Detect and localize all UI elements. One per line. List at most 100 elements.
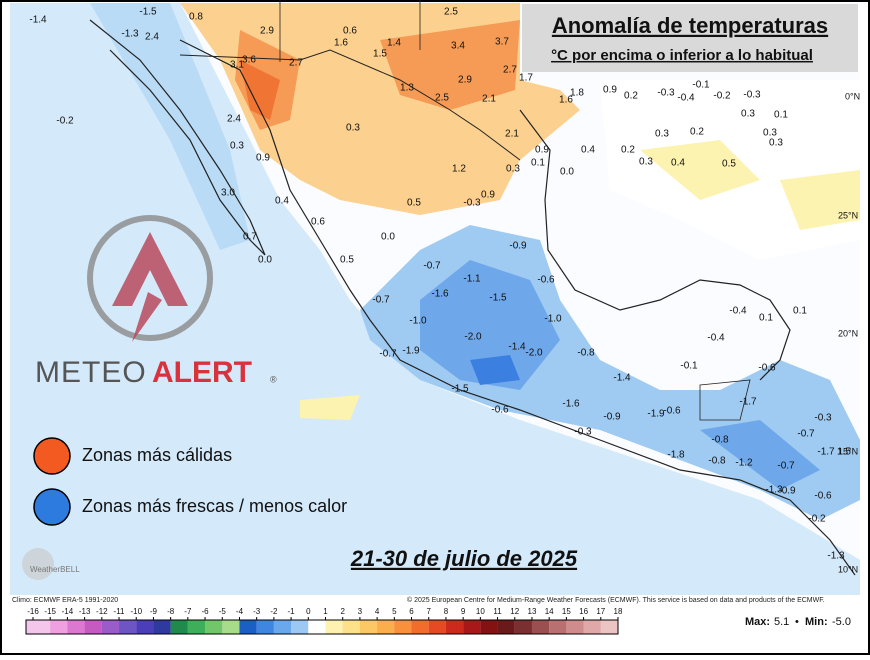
colorbar-cell [308,620,326,634]
colorbar-cell [256,620,274,634]
anomaly-label: -0.1 [692,80,710,91]
logo-text: ALERT [152,356,252,389]
anomaly-label: 0.3 [506,164,520,175]
colorbar-cell [445,620,464,634]
anomaly-label: 1.5 [837,447,851,458]
colorbar-cell [101,620,120,634]
anomaly-label: -0.2 [808,514,826,525]
anomaly-label: -1.6 [431,289,449,300]
colorbar-tick-label: 12 [510,607,519,616]
colorbar-tick-label: 11 [493,607,502,616]
colorbar-cell [119,620,137,634]
map-background [10,3,860,595]
anomaly-label: 0.4 [275,196,289,207]
anomaly-label: 0.0 [560,167,574,178]
colorbar-tick-label: 0 [306,607,311,616]
anomaly-label: -1.3 [765,485,783,496]
colorbar-cell [600,620,618,634]
colorbar-cell [273,620,292,634]
colorbar-cell [205,620,223,634]
anomaly-label: 0.6 [343,26,357,37]
anomaly-label: -1.5 [489,293,507,304]
colorbar-tick-label: -4 [236,607,244,616]
anomaly-label: 0.2 [624,91,638,102]
max-value: 5.1 [774,616,789,628]
anomaly-label: -0.3 [574,427,592,438]
anomaly-label: -0.7 [423,261,441,272]
colorbar-tick-label: -10 [130,607,142,616]
colorbar-tick-label: 3 [358,607,363,616]
colorbar-tick-label: -5 [219,607,227,616]
anomaly-label: 1.3 [400,83,414,94]
colorbar-tick-label: 9 [461,607,466,616]
colorbar-cell [84,620,102,634]
anomaly-label: 0.3 [769,138,783,149]
colorbar-cell [428,620,446,634]
anomaly-labels: -1.4 -1.5 0.8 2.9 0.6 2.5 1.6 1.4 3.4 3.7 -1.3 2.4 3… [29,7,851,562]
legend-swatch [33,437,71,475]
anomaly-label: 0.3 [639,157,653,168]
colorbar-tick-label: 6 [409,607,414,616]
colorbar-cell [377,620,395,634]
anomaly-label: 0.3 [655,129,669,140]
anomaly-label: -0.8 [708,456,726,467]
anomaly-label: -0.4 [707,333,725,344]
anomaly-label: 0.6 [311,217,325,228]
anomaly-label: -0.3 [657,88,675,99]
anomaly-label: 3.7 [495,37,509,48]
colorbar-cell [480,620,498,634]
anomaly-label: -0.8 [711,435,729,446]
anomaly-label: 0.9 [481,190,495,201]
colorbar-tick-label: 15 [562,607,571,616]
colorbar-cell [583,620,601,634]
anomaly-label: -0.3 [814,413,832,424]
logo-text: METEO [35,356,147,389]
colorbar: -16 -15 -14 -13 -12 -11 -10 -9 -8 -7 -6 -5 -4 -3 -2 -1 0… [25,607,623,635]
colorbar-tick-label: -12 [96,607,108,616]
provider: WeatherBELL [30,565,80,574]
anomaly-label: -1.5 [451,384,469,395]
anomaly-label: -1.4 [508,342,526,353]
anomaly-label: 0.5 [722,159,736,170]
colorbar-tick-label: -9 [150,607,158,616]
lat-label: 10°N [838,564,858,574]
anomaly-label: -0.6 [814,491,832,502]
colorbar-cell [187,620,206,634]
anomaly-label: -0.3 [743,90,761,101]
colorbar-tick-label: 5 [392,607,397,616]
anomaly-label: -1.0 [544,314,562,325]
anomaly-label: -1.0 [409,316,427,327]
legend-label: Zonas más cálidas [82,445,232,465]
logo-mark: ® [270,374,277,384]
separator: • [795,616,799,628]
title: Anomalía de temperaturas [552,13,828,38]
min-value: -5.0 [832,616,851,628]
anomaly-label: -0.7 [777,461,795,472]
colorbar-cell [497,620,515,634]
colorbar-cell [514,620,532,634]
title-background [522,4,858,72]
min-label: Min: [805,616,828,628]
anomaly-label: 3.6 [242,55,256,66]
anomaly-label: -0.7 [372,295,390,306]
anomaly-label: 0.2 [621,145,635,156]
anomaly-label: 0.9 [535,145,549,156]
anomaly-label: -0.9 [509,241,527,252]
anomaly-label: -2.0 [464,332,482,343]
colorbar-tick-label: 17 [596,607,605,616]
anomaly-label: 1.2 [452,164,466,175]
anomaly-label: -1.7 [817,447,835,458]
colorbar-tick-label: 14 [545,607,554,616]
subtitle: °C por encima o inferior a lo habitual [551,47,813,64]
anomaly-label: 0.7 [243,232,257,243]
anomaly-label: 2.7 [289,58,303,69]
anomaly-label: -1.3 [121,29,139,40]
anomaly-label: 2.9 [260,26,274,37]
colorbar-tick-label: 7 [427,607,432,616]
anomaly-label: 0.3 [346,123,360,134]
anomaly-label: -2.0 [525,348,543,359]
colorbar-cell [170,620,188,634]
anomaly-label: -0.6 [491,405,509,416]
anomaly-label: -0.6 [758,363,776,374]
